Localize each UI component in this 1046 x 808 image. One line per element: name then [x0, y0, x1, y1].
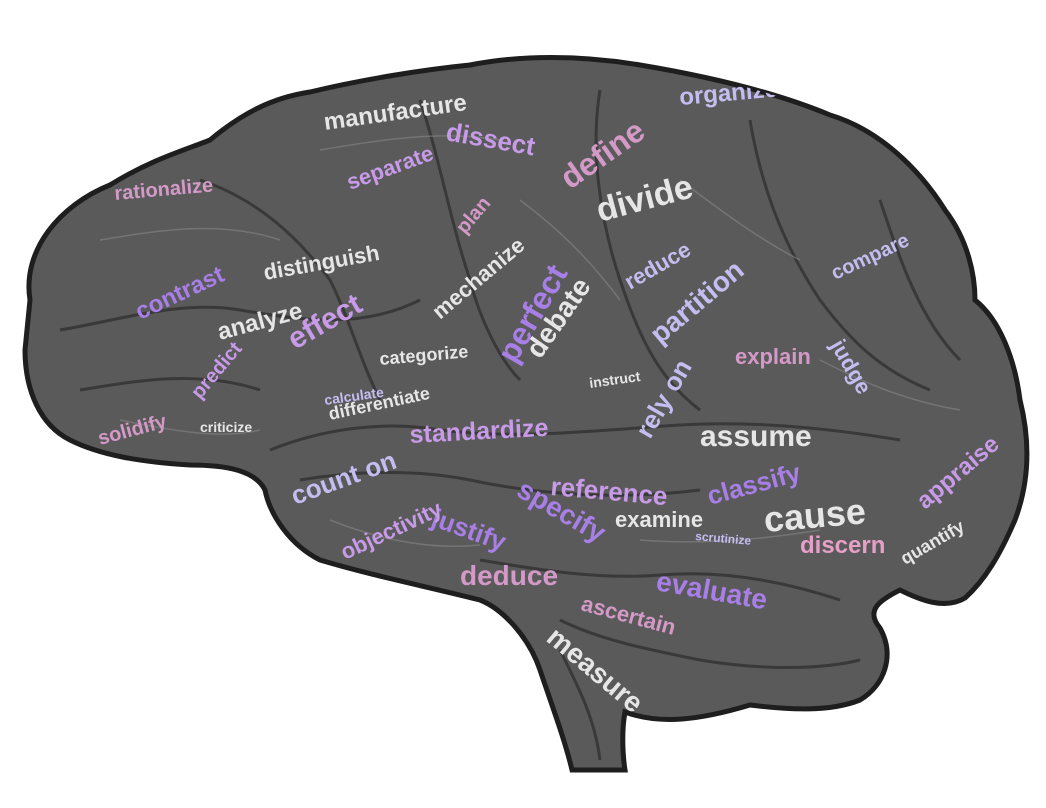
- word-instruct: instruct: [588, 368, 641, 391]
- brain-highlights: [99, 135, 961, 548]
- word-examine: examine: [615, 507, 703, 532]
- word-criticize: criticize: [200, 419, 252, 435]
- word-explain: explain: [735, 344, 811, 369]
- word-assume: assume: [700, 420, 812, 453]
- brain-shape: [22, 55, 1030, 773]
- word-cause: cause: [762, 490, 867, 540]
- word-deduce: deduce: [460, 560, 558, 591]
- word-scrutinize: scrutinize: [695, 529, 752, 548]
- brain-folds: [59, 89, 962, 761]
- word-discern: discern: [800, 532, 885, 559]
